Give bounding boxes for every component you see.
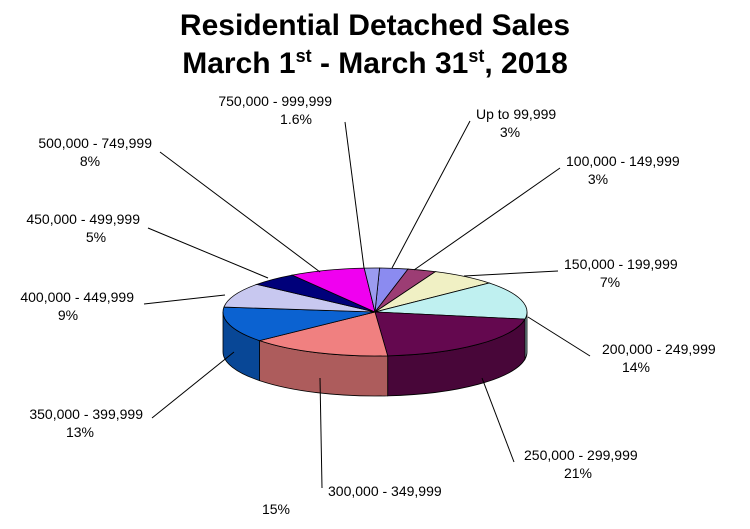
pie-sides (222, 311, 528, 397)
slice-label: 300,000 - 349,999 15% (262, 483, 442, 517)
slice-label-value: 3% (588, 171, 608, 187)
leader-lines (143, 120, 591, 489)
chart-title-line2: March 1st - March 31st, 2018 (0, 46, 750, 82)
slice-label-name: 150,000 - 199,999 (564, 256, 678, 272)
pie-slice-350-000-399-999 (222, 306, 376, 342)
title-text: Residential Detached Sales (179, 9, 571, 42)
slice-label-value: 3% (500, 124, 520, 140)
slice-label: 350,000 - 399,999 13% (29, 406, 143, 440)
slice-label: Up to 99,999 3% (476, 106, 556, 140)
slice-label-value: 14% (622, 359, 650, 375)
slice-label-value: 1.6% (280, 111, 312, 127)
slice-label-name: 500,000 - 749,999 (38, 135, 152, 151)
slice-label: 450,000 - 499,999 5% (26, 211, 140, 245)
chart-title-line1: Residential Detached Sales (0, 8, 750, 44)
title-sup: st (468, 46, 485, 66)
leader-line (413, 167, 561, 271)
slice-label: 250,000 - 299,999 21% (524, 447, 638, 481)
leader-line (481, 377, 515, 463)
slice-label: 400,000 - 449,999 9% (20, 289, 134, 323)
slice-label-value: 9% (58, 307, 78, 323)
leader-line (391, 120, 471, 269)
slice-label: 200,000 - 249,999 14% (602, 341, 716, 375)
slice-label-name: 250,000 - 299,999 (524, 447, 638, 463)
slice-label-name: 750,000 - 999,999 (218, 93, 332, 109)
slice-label: 150,000 - 199,999 7% (564, 256, 678, 290)
slice-label-value: 8% (80, 153, 100, 169)
title-sup: st (295, 46, 312, 66)
slice-label-value: 13% (66, 424, 94, 440)
leader-line (527, 316, 591, 357)
pie-slice-400-000-449-999 (223, 283, 376, 313)
slice-label: 500,000 - 749,999 8% (38, 135, 152, 169)
pie-tops (222, 267, 528, 357)
leader-line (143, 294, 226, 305)
title-part: March 1 (182, 47, 296, 80)
leader-line (319, 377, 323, 489)
leader-line (147, 227, 269, 279)
slice-labels: Up to 99,999 3% 100,000 - 149,999 3% 150,000… (20, 93, 716, 517)
pie-slice-200-000-249-999 (374, 282, 528, 320)
slice-label-value: 7% (600, 274, 620, 290)
title-part: - March 31 (311, 47, 469, 80)
slice-label: 100,000 - 149,999 3% (566, 153, 680, 187)
slice-label-name: 200,000 - 249,999 (602, 341, 716, 357)
title-part: , 2018 (484, 47, 568, 80)
slice-label-name: 350,000 - 399,999 (29, 406, 143, 422)
pie-slice-250-000-299-999 (374, 311, 526, 357)
slice-label-value: 21% (564, 465, 592, 481)
pie-slice-750-000-999-999 (363, 267, 381, 313)
pie-slice-300-000-349-999 (258, 311, 389, 357)
slice-label-name: 300,000 - 349,999 (328, 483, 442, 499)
slice-label-name: Up to 99,999 (476, 106, 556, 122)
leader-line (151, 351, 235, 419)
leader-line (159, 151, 321, 273)
leader-line (463, 270, 559, 277)
slice-label-name: 400,000 - 449,999 (20, 289, 134, 305)
slice-label: 750,000 - 999,999 1.6% (218, 93, 332, 127)
slice-label-value: 5% (86, 229, 106, 245)
slice-label-name: 450,000 - 499,999 (26, 211, 140, 227)
leader-line (344, 121, 365, 269)
slice-label-value: 15% (262, 501, 290, 517)
slice-label-name: 100,000 - 149,999 (566, 153, 680, 169)
